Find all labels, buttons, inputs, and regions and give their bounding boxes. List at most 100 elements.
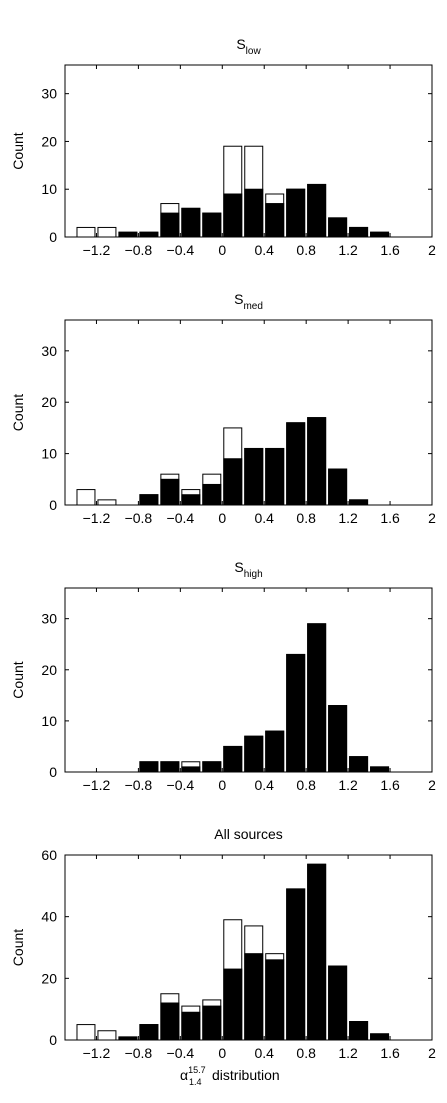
bar-outline-2 <box>97 1030 117 1041</box>
x-tick-label: 0.8 <box>296 777 316 793</box>
x-tick-label: −0.4 <box>167 1045 195 1061</box>
bar-filled-11 <box>286 653 306 773</box>
x-tick-label: 1.2 <box>338 777 358 793</box>
x-axis-label-symbol: α <box>180 1067 188 1083</box>
plot-frame <box>64 854 433 1041</box>
bar-outline-1 <box>76 489 96 506</box>
bar-filled-14 <box>349 756 369 773</box>
y-tick-label: 10 <box>41 181 57 197</box>
bar-filled-5 <box>160 1002 180 1041</box>
bar-filled-5 <box>160 212 180 238</box>
bar-filled-12 <box>307 863 327 1041</box>
bar-filled-7 <box>202 483 222 506</box>
x-tick-label: 0.4 <box>254 510 274 526</box>
bar-outline-1 <box>76 226 96 238</box>
bar-filled-14 <box>349 1021 369 1041</box>
bar-outline-2 <box>97 499 117 506</box>
y-tick-label: 0 <box>49 1032 57 1048</box>
bar-filled-4 <box>139 761 159 773</box>
x-axis-label: α15.7 <box>180 1065 206 1083</box>
y-tick-label: 20 <box>41 133 57 149</box>
x-tick-label: −0.4 <box>167 510 195 526</box>
x-tick-label: 1.6 <box>380 242 400 258</box>
x-axis-label-subscript: 1.4 <box>189 1077 202 1087</box>
x-tick-label: −0.8 <box>125 777 153 793</box>
bar-outline-2 <box>97 226 117 238</box>
chart-panel-2: −1.2 −0.8 −0.4 0 0.4 0.8 1.2 1.6 20102030CountSm… <box>10 291 436 526</box>
bar-filled-5 <box>160 761 180 773</box>
x-tick-label: −0.8 <box>125 242 153 258</box>
x-tick-label: −0.4 <box>167 777 195 793</box>
bar-outline-1 <box>76 1024 96 1041</box>
y-tick-label: 0 <box>49 764 57 780</box>
bar-filled-13 <box>328 468 348 506</box>
bar-filled-11 <box>286 422 306 506</box>
x-tick-label: −0.4 <box>167 242 195 258</box>
bar-filled-6 <box>181 1011 201 1041</box>
bar-filled-9 <box>244 188 264 238</box>
y-tick-label: 20 <box>41 662 57 678</box>
chart-title-main: S <box>234 559 243 575</box>
bar-filled-15 <box>370 766 390 773</box>
y-tick-label: 20 <box>41 970 57 986</box>
x-tick-label: 1.2 <box>338 242 358 258</box>
x-tick-label: 1.6 <box>380 1045 400 1061</box>
x-tick-label: 0.4 <box>254 242 274 258</box>
chart-panel-4: −1.2 −0.8 −0.4 0 0.4 0.8 1.2 1.6 20204060CountAl… <box>10 826 436 1087</box>
x-tick-label: 0 <box>218 1045 226 1061</box>
x-tick-label: −1.2 <box>83 242 111 258</box>
x-tick-label: −0.8 <box>125 1045 153 1061</box>
y-tick-label: 10 <box>41 446 57 462</box>
y-axis-label: Count <box>10 132 26 169</box>
x-tick-label: −1.2 <box>83 1045 111 1061</box>
bar-filled-9 <box>244 953 264 1041</box>
bar-filled-12 <box>307 183 327 238</box>
x-tick-label: 0.8 <box>296 242 316 258</box>
x-tick-label: 0.4 <box>254 1045 274 1061</box>
bar-filled-8 <box>223 968 243 1041</box>
bar-filled-14 <box>349 499 369 506</box>
y-tick-label: 10 <box>41 713 57 729</box>
plot-frame <box>64 64 433 238</box>
plot-frame <box>64 319 433 506</box>
bar-filled-11 <box>286 888 306 1041</box>
bar-filled-6 <box>181 766 201 773</box>
x-tick-label: 2 <box>428 510 436 526</box>
bar-filled-8 <box>223 193 243 238</box>
bar-filled-4 <box>139 494 159 506</box>
bar-filled-6 <box>181 207 201 238</box>
x-tick-label: 1.6 <box>380 777 400 793</box>
bar-filled-4 <box>139 231 159 238</box>
bar-filled-11 <box>286 188 306 238</box>
x-tick-label: 2 <box>428 1045 436 1061</box>
y-tick-label: 0 <box>49 229 57 245</box>
bar-filled-9 <box>244 447 264 506</box>
chart-title-main: S <box>236 36 245 52</box>
chart-title-subscript: high <box>244 569 263 580</box>
bar-filled-10 <box>265 730 285 773</box>
bar-filled-9 <box>244 735 264 773</box>
chart-title-subscript: med <box>243 301 262 312</box>
x-tick-label: 0.8 <box>296 510 316 526</box>
plot-frame <box>64 587 433 773</box>
x-tick-label: 0.4 <box>254 777 274 793</box>
y-tick-label: 0 <box>49 497 57 513</box>
x-tick-label: −1.2 <box>83 777 111 793</box>
bar-filled-13 <box>328 965 348 1041</box>
x-tick-label: −0.8 <box>125 510 153 526</box>
bar-filled-8 <box>223 745 243 773</box>
y-tick-label: 30 <box>41 86 57 102</box>
chart-panel-3: −1.2 −0.8 −0.4 0 0.4 0.8 1.2 1.6 20102030CountSh… <box>10 559 436 793</box>
bar-filled-3 <box>118 231 138 238</box>
bar-filled-10 <box>265 203 285 238</box>
bar-filled-13 <box>328 705 348 773</box>
bar-filled-7 <box>202 1005 222 1041</box>
y-axis-label: Count <box>10 929 26 966</box>
x-tick-label: 0 <box>218 777 226 793</box>
bar-filled-14 <box>349 226 369 238</box>
bar-filled-10 <box>265 959 285 1041</box>
bar-filled-5 <box>160 478 180 506</box>
bar-filled-12 <box>307 623 327 773</box>
x-tick-label: 2 <box>428 242 436 258</box>
